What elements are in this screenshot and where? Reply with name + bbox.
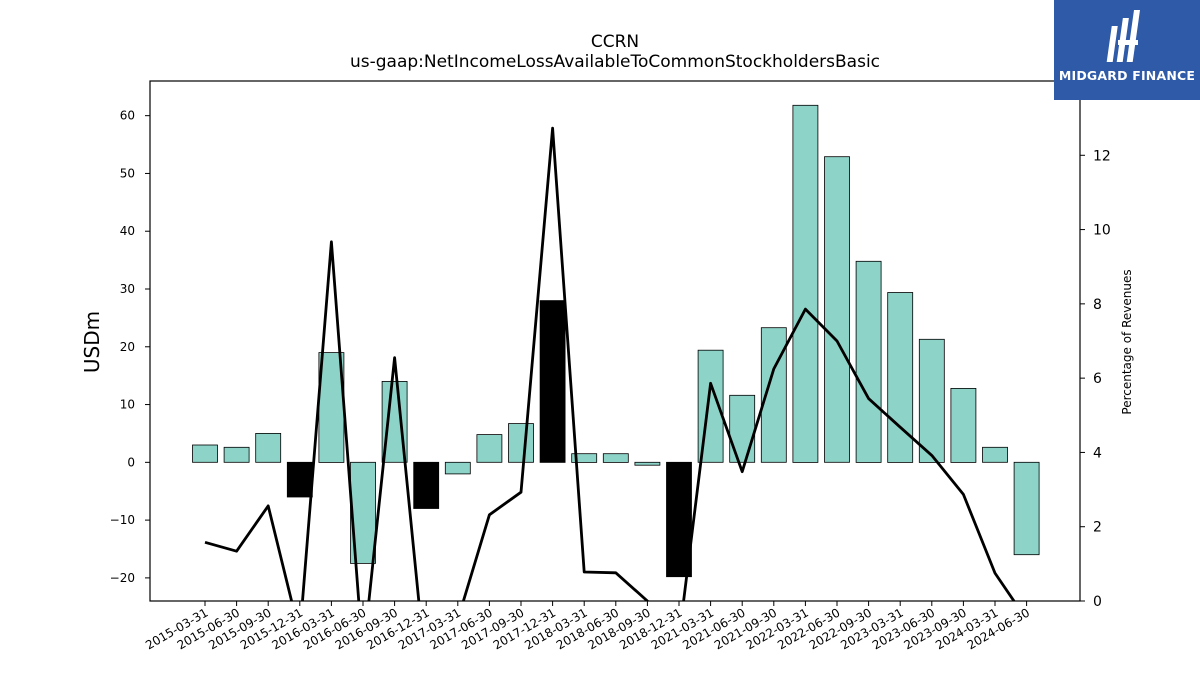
bar bbox=[982, 446, 1008, 463]
y2-tick-label: 4 bbox=[1093, 445, 1102, 461]
y2-tick-label: 10 bbox=[1093, 223, 1111, 239]
bar bbox=[729, 394, 756, 463]
bar bbox=[286, 461, 313, 498]
bar bbox=[444, 461, 471, 475]
bar bbox=[855, 260, 882, 463]
y-tick-label: −10 bbox=[110, 513, 135, 527]
logo-text: MIDGARD FINANCE bbox=[1058, 68, 1196, 83]
bar bbox=[255, 432, 282, 463]
y2-tick-label: 6 bbox=[1093, 371, 1102, 387]
y-tick-label: 50 bbox=[120, 166, 135, 180]
bar bbox=[602, 453, 629, 463]
bar bbox=[413, 461, 440, 509]
bar bbox=[950, 387, 977, 463]
y-tick-label: 40 bbox=[120, 224, 135, 238]
y2-tick-label: 8 bbox=[1093, 297, 1102, 313]
line-series bbox=[204, 126, 1016, 601]
y2-tick-label: 2 bbox=[1093, 520, 1102, 536]
bar bbox=[508, 423, 534, 463]
chart-subtitle: us-gaap:NetIncomeLossAvailableToCommonSt… bbox=[349, 52, 881, 72]
bar bbox=[792, 104, 819, 463]
plot-frame bbox=[149, 80, 1081, 602]
bar bbox=[1013, 461, 1040, 556]
bar bbox=[634, 461, 661, 466]
y2-tick-label: 0 bbox=[1093, 594, 1102, 610]
y-tick-label: 0 bbox=[127, 455, 135, 469]
y-tick-label: 20 bbox=[120, 340, 135, 354]
bar bbox=[539, 300, 566, 463]
y-tick-label: 60 bbox=[120, 109, 135, 123]
bar bbox=[318, 352, 345, 463]
bar bbox=[476, 434, 503, 463]
bar bbox=[192, 444, 218, 463]
midgard-logo-icon bbox=[1106, 10, 1140, 62]
brand-logo: MIDGARD FINANCE bbox=[1054, 0, 1200, 100]
y-tick-label: 10 bbox=[120, 398, 135, 412]
y-tick-label: 30 bbox=[120, 282, 135, 296]
bar bbox=[223, 446, 250, 463]
bar bbox=[887, 292, 914, 463]
bar bbox=[571, 453, 598, 463]
y-tick-label: −20 bbox=[110, 571, 135, 585]
bar bbox=[666, 461, 692, 578]
bar bbox=[824, 156, 850, 463]
chart-title: CCRN bbox=[590, 32, 640, 52]
bar bbox=[918, 338, 945, 463]
y2-tick-label: 12 bbox=[1093, 148, 1111, 164]
